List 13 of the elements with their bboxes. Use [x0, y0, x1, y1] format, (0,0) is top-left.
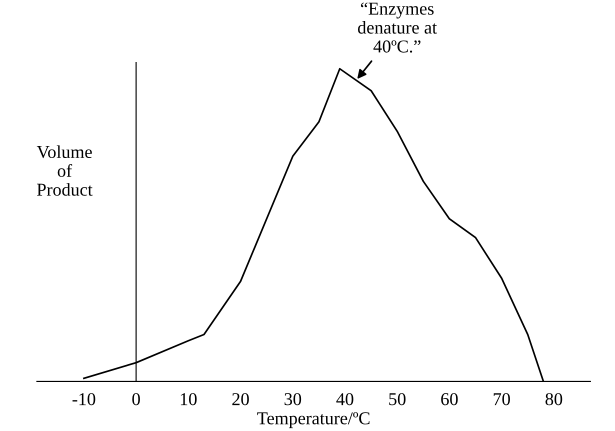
x-tick-label: 0 [132, 393, 140, 406]
x-tick-label: 20 [232, 393, 249, 406]
x-tick-label: -10 [72, 393, 96, 406]
x-tick-label: 50 [389, 393, 406, 406]
x-tick-label: 60 [441, 393, 458, 406]
x-tick-label: 80 [546, 393, 562, 406]
annotation: “Enzymes denature at 40ºC.” [358, 2, 437, 53]
y-axis-title: Volume of Product [36, 145, 93, 196]
x-tick-label: 70 [494, 393, 510, 406]
x-tick-label: 40 [336, 393, 354, 406]
x-tick-label: 30 [284, 393, 302, 406]
x-tick-label: 10 [180, 393, 197, 406]
x-axis-title: Temperature/ºC [257, 412, 370, 428]
